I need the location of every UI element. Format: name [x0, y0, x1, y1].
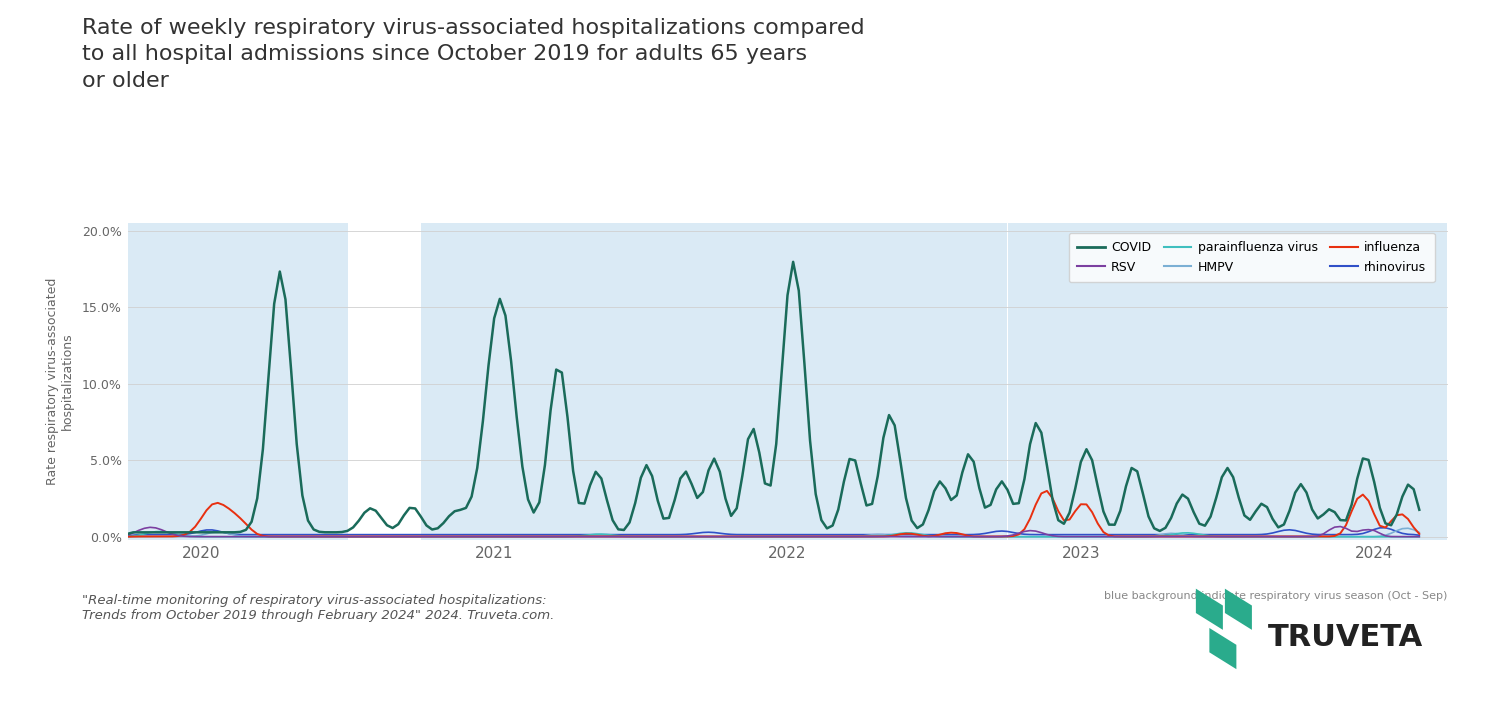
Text: "Real-time monitoring of respiratory virus-associated hospitalizations:
Trends f: "Real-time monitoring of respiratory vir…: [82, 594, 555, 622]
Polygon shape: [1209, 628, 1236, 669]
Text: blue background indicate respiratory virus season (Oct - Sep): blue background indicate respiratory vir…: [1104, 590, 1448, 600]
Polygon shape: [1196, 589, 1222, 630]
Bar: [1008, 223, 1300, 540]
Bar: [714, 223, 1008, 540]
Bar: [128, 223, 348, 540]
Text: Rate of weekly respiratory virus-associated hospitalizations compared
to all hos: Rate of weekly respiratory virus-associa…: [82, 18, 865, 91]
Legend: COVID, RSV, parainfluenza virus, HMPV, influenza, rhinovirus: COVID, RSV, parainfluenza virus, HMPV, i…: [1068, 233, 1434, 282]
Bar: [1300, 223, 1448, 540]
Text: TRUVETA: TRUVETA: [1268, 623, 1422, 652]
Polygon shape: [1226, 589, 1252, 630]
Y-axis label: Rate respiratory virus-associated
hospitalizations: Rate respiratory virus-associated hospit…: [45, 278, 74, 485]
Bar: [422, 223, 714, 540]
